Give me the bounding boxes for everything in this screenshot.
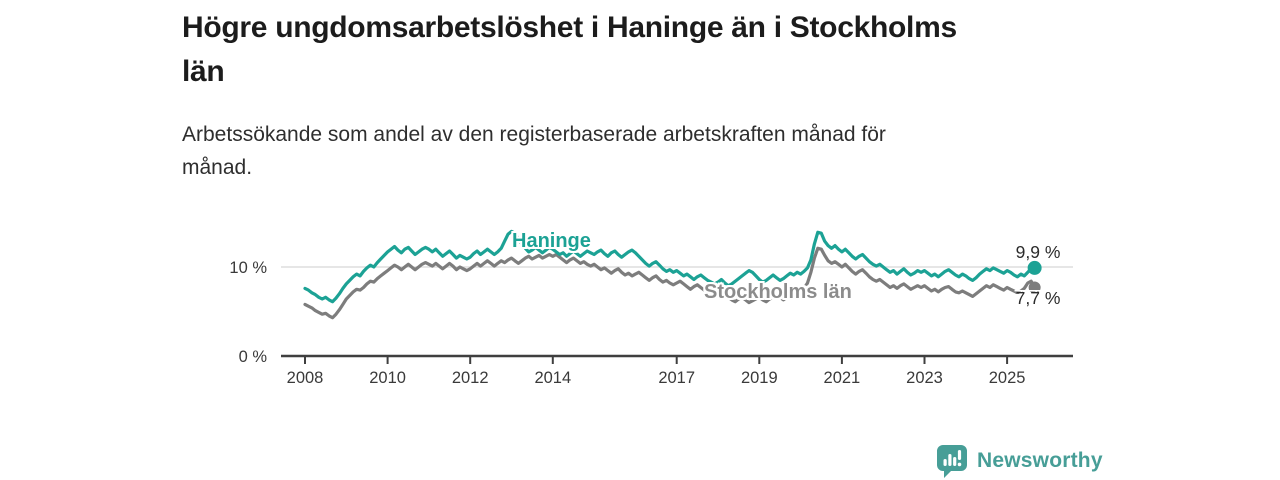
x-tick-label: 2012 bbox=[452, 369, 489, 387]
x-tick-label: 2017 bbox=[658, 369, 695, 387]
newsworthy-logo[interactable]: Newsworthy bbox=[936, 444, 1103, 478]
chart-title-line1: Högre ungdomsarbetslöshet i Haninge än i… bbox=[182, 11, 957, 44]
series-label-stockholms-lan: Stockholms län bbox=[704, 281, 852, 303]
end-value-label-stockholms-lan: 7,7 % bbox=[1015, 288, 1061, 308]
chart-subtitle-line2: månad. bbox=[182, 156, 253, 179]
x-tick-label: 2025 bbox=[989, 369, 1026, 387]
y-tick-label: 0 % bbox=[239, 348, 268, 366]
x-tick-label: 2008 bbox=[287, 369, 324, 387]
x-tick-label: 2010 bbox=[369, 369, 406, 387]
newsworthy-wordmark: Newsworthy bbox=[977, 449, 1103, 472]
x-tick-label: 2019 bbox=[741, 369, 778, 387]
series-label-haninge: Haninge bbox=[512, 230, 591, 252]
y-tick-label: 10 % bbox=[229, 259, 267, 277]
end-dot-haninge bbox=[1027, 260, 1042, 275]
chart-title-line2: län bbox=[182, 55, 225, 88]
x-tick-label: 2014 bbox=[534, 369, 571, 387]
chart-subtitle: Arbetssökande som andel av den registerb… bbox=[182, 118, 1062, 184]
end-value-label-haninge: 9,9 % bbox=[1015, 242, 1061, 262]
x-tick-label: 2021 bbox=[824, 369, 861, 387]
newsworthy-bubble-chart-icon bbox=[937, 445, 967, 478]
data-line-stockholms-l-n bbox=[303, 246, 1037, 320]
x-tick-label: 2023 bbox=[906, 369, 943, 387]
chart-subtitle-line1: Arbetssökande som andel av den registerb… bbox=[182, 123, 886, 146]
end-dot-stockholms-l-n bbox=[1028, 281, 1041, 294]
chart-title: Högre ungdomsarbetslöshet i Haninge än i… bbox=[182, 6, 1102, 94]
data-line-haninge bbox=[303, 229, 1037, 304]
